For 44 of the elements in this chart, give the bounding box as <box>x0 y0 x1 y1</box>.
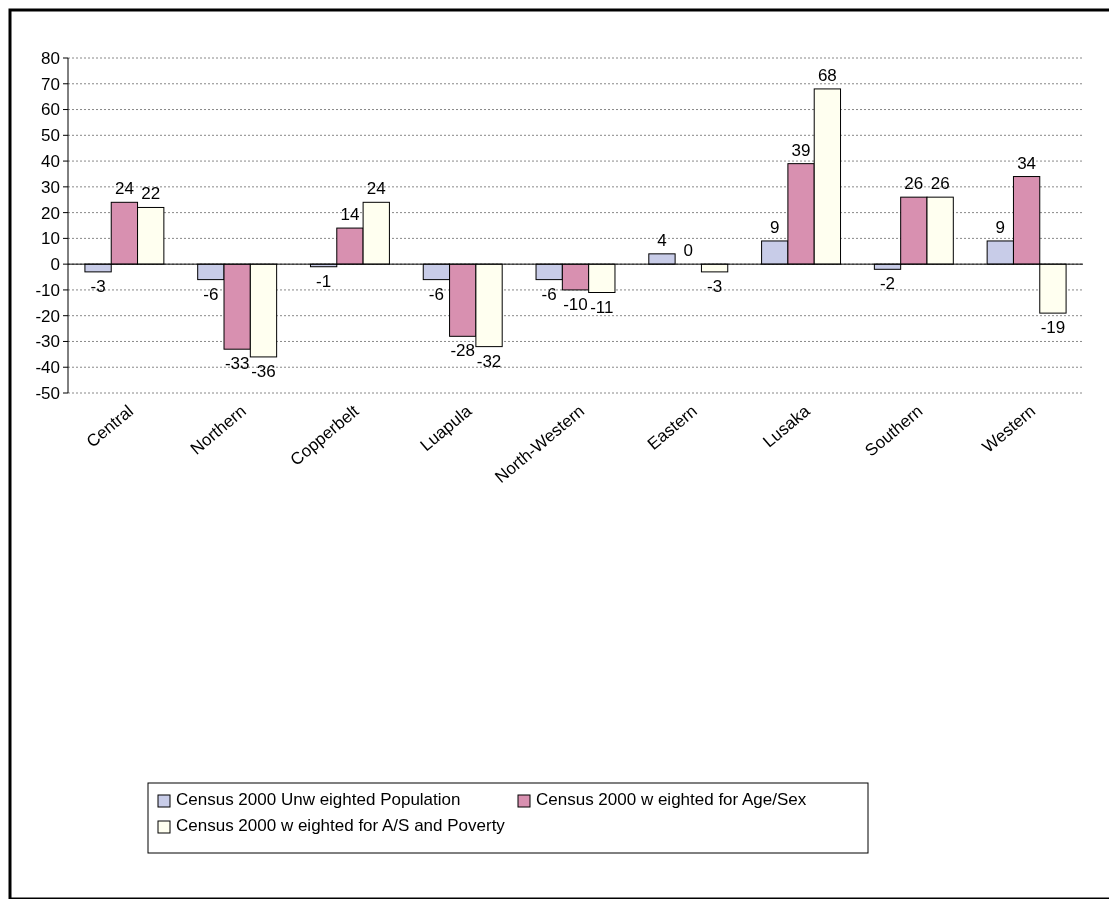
y-tick-label: 50 <box>41 126 60 146</box>
data-label: -33 <box>224 354 250 374</box>
y-tick-label: -30 <box>35 332 60 352</box>
data-label: -10 <box>563 294 588 314</box>
y-tick-label: -50 <box>35 383 60 403</box>
data-label: -6 <box>541 284 557 304</box>
y-tick-label: -40 <box>35 358 60 378</box>
data-label: 4 <box>657 230 667 250</box>
y-tick-label: 20 <box>41 203 60 223</box>
data-label: -32 <box>476 351 502 371</box>
y-tick-label: -10 <box>35 280 60 300</box>
data-label: 0 <box>683 241 694 261</box>
y-tick-label: 80 <box>41 48 60 68</box>
legend-label: Census 2000 Unw eighted Population <box>176 790 461 809</box>
data-label: 9 <box>770 217 780 237</box>
data-label: 26 <box>930 174 950 194</box>
y-tick-label: 40 <box>41 152 60 172</box>
data-label: 24 <box>366 179 386 199</box>
data-label: -28 <box>450 341 476 361</box>
y-tick-label: 30 <box>41 177 60 197</box>
data-label: -36 <box>251 361 276 381</box>
data-label: -6 <box>428 284 444 304</box>
data-label: -2 <box>879 274 896 294</box>
data-label: -3 <box>90 276 106 296</box>
legend-label: Census 2000 w eighted for Age/Sex <box>536 790 807 809</box>
data-label: 68 <box>817 65 837 85</box>
data-label: 34 <box>1017 153 1037 173</box>
data-label: -11 <box>590 297 614 317</box>
data-label: -1 <box>316 271 332 291</box>
data-label: 39 <box>791 140 811 160</box>
data-label: 24 <box>114 179 134 199</box>
data-label: 14 <box>340 205 360 225</box>
data-label: -6 <box>203 284 219 304</box>
data-label: -3 <box>707 276 723 296</box>
data-label: -19 <box>1040 318 1066 338</box>
y-tick-label: 70 <box>41 74 60 94</box>
legend-label: Census 2000 w eighted for A/S and Poverty <box>176 816 506 835</box>
data-label: 22 <box>141 184 161 204</box>
y-tick-label: -20 <box>35 306 60 326</box>
y-tick-label: 0 <box>50 255 60 275</box>
y-tick-label: 10 <box>41 229 60 249</box>
data-label: 9 <box>995 217 1006 237</box>
data-label: 26 <box>904 174 924 194</box>
y-tick-label: 60 <box>41 100 60 120</box>
